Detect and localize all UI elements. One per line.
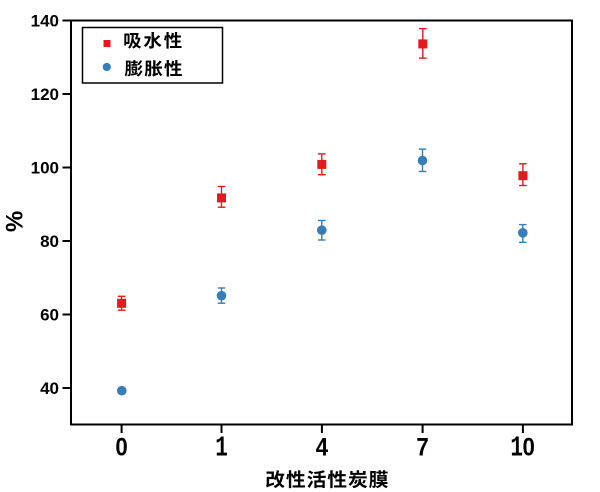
svg-text:7: 7 (416, 433, 428, 462)
svg-text:1: 1 (215, 432, 228, 465)
svg-text:80: 80 (40, 232, 59, 251)
svg-text:100: 100 (31, 159, 59, 178)
svg-text:0: 0 (523, 433, 535, 462)
svg-text:60: 60 (40, 306, 59, 325)
svg-text:40: 40 (40, 379, 59, 398)
svg-text:120: 120 (31, 85, 59, 104)
svg-text:140: 140 (31, 12, 59, 31)
svg-text:1: 1 (510, 432, 523, 465)
svg-text:4: 4 (316, 433, 329, 462)
svg-text:%: % (2, 211, 29, 232)
svg-text:0: 0 (115, 433, 127, 462)
